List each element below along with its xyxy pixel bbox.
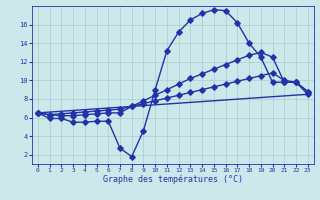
X-axis label: Graphe des températures (°C): Graphe des températures (°C)	[103, 175, 243, 184]
